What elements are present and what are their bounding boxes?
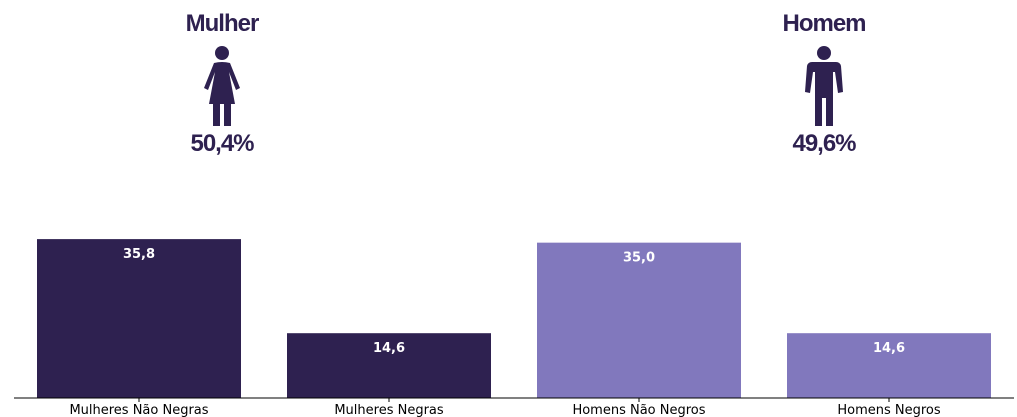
x-tick-label-3: Homens Negros [837,403,941,417]
group-percent-mulher: 50,4% [190,130,254,157]
man-icon [805,46,843,126]
x-tick-label-1: Mulheres Negras [334,403,444,417]
bar-value-label-1: 14,6 [373,341,405,356]
bar-value-label-3: 14,6 [873,341,905,356]
bar-value-label-0: 35,8 [123,247,155,262]
bar-0 [37,239,241,398]
bar-3 [787,333,991,398]
x-tick-label-2: Homens Não Negros [572,403,705,417]
group-title-homem: Homem [782,10,866,37]
group-title-mulher: Mulher [185,10,260,37]
woman-icon [204,46,240,126]
group-header-mulher: Mulher 50,4% [122,10,322,158]
group-percent-homem: 49,6% [792,130,856,157]
bar-value-label-2: 35,0 [623,251,655,266]
x-tick-label-0: Mulheres Não Negras [69,403,208,417]
bar-2 [537,242,741,398]
bar-1 [287,333,491,398]
group-header-homem: Homem 49,6% [724,10,924,158]
